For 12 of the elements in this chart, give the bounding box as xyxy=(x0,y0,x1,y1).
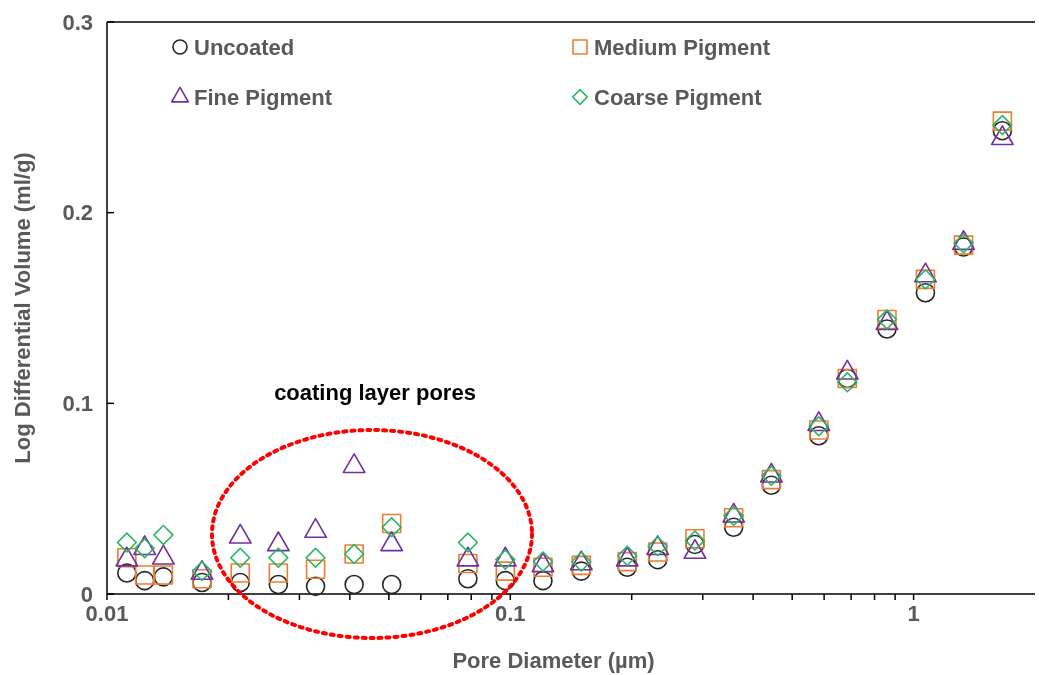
annotation: coating layer pores xyxy=(274,380,476,405)
legend-label: Medium Pigment xyxy=(594,35,771,60)
x-axis-title: Pore Diameter (µm) xyxy=(452,648,655,673)
legend-label: Coarse Pigment xyxy=(594,85,763,110)
y-tick-label: 0.2 xyxy=(62,200,93,226)
y-tick-label: 0.3 xyxy=(62,9,93,35)
x-tick-label: 1 xyxy=(907,601,920,626)
y-axis-title: Log Differential Volume (ml/g) xyxy=(10,152,35,464)
x-tick-label: 0.1 xyxy=(495,601,526,626)
legend-label: Uncoated xyxy=(194,35,295,60)
y-tick-label: 0.1 xyxy=(62,390,93,416)
legend-label: Fine Pigment xyxy=(194,85,333,110)
